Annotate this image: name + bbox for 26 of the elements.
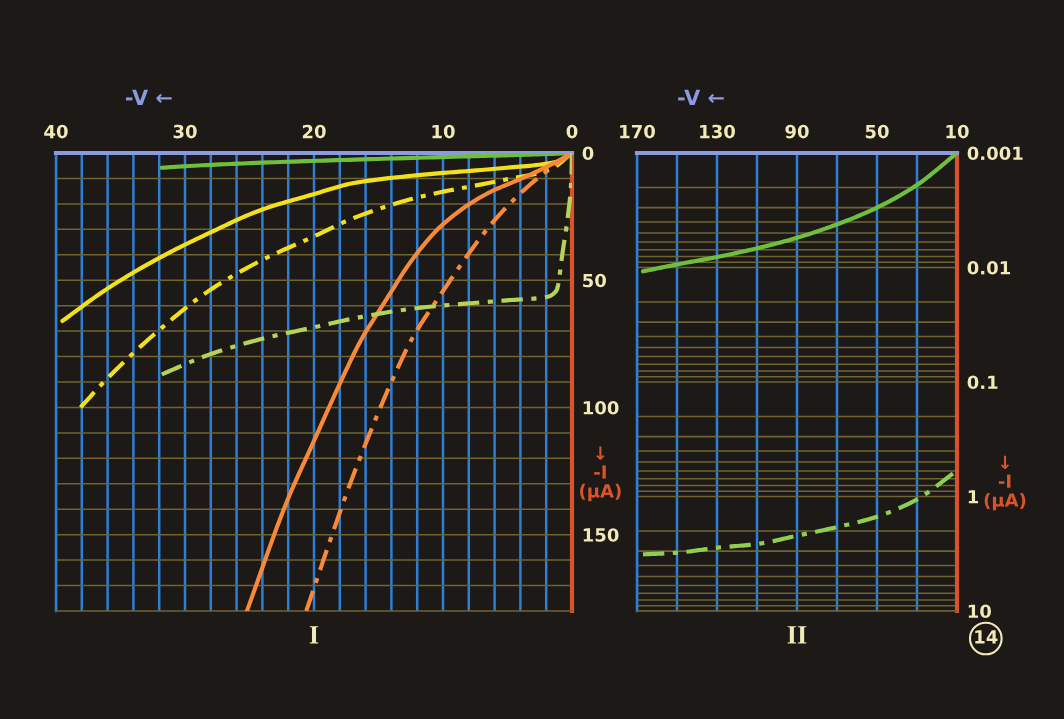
x-tick-label: 20 <box>302 124 326 139</box>
y-tick-label: 100 <box>583 400 619 415</box>
x-tick-label: 40 <box>44 124 68 139</box>
y-tick-label: 0.01 <box>967 260 1011 275</box>
x-tick-label: 130 <box>700 124 735 139</box>
text: 14 <box>975 630 998 644</box>
x-tick-label: 50 <box>865 124 889 139</box>
y-tick-label: 10 <box>968 604 991 619</box>
x-tick-label: 170 <box>620 124 655 139</box>
text: I <box>309 626 319 644</box>
x-axis-title: -V ← <box>678 89 724 105</box>
x-axis-title: -V ← <box>126 89 172 105</box>
x-tick-label: 10 <box>946 124 969 139</box>
x-tick-label: 30 <box>173 124 197 139</box>
y-axis-title: ↓ -I (µA) <box>580 446 621 502</box>
y-axis-title: ↓ -I (µA) <box>984 455 1026 511</box>
x-tick-label: 10 <box>432 124 455 139</box>
x-tick-label: 90 <box>785 124 809 139</box>
y-tick-label: 0 <box>582 146 594 161</box>
y-tick-label: 50 <box>583 273 606 288</box>
text: II <box>787 626 807 644</box>
y-tick-label: 150 <box>583 528 619 542</box>
x-tick-label: 0 <box>566 124 578 139</box>
y-tick-label: 0.001 <box>967 146 1023 161</box>
y-tick-label: 0.1 <box>967 375 998 390</box>
y-tick-label: 1 <box>968 490 979 504</box>
